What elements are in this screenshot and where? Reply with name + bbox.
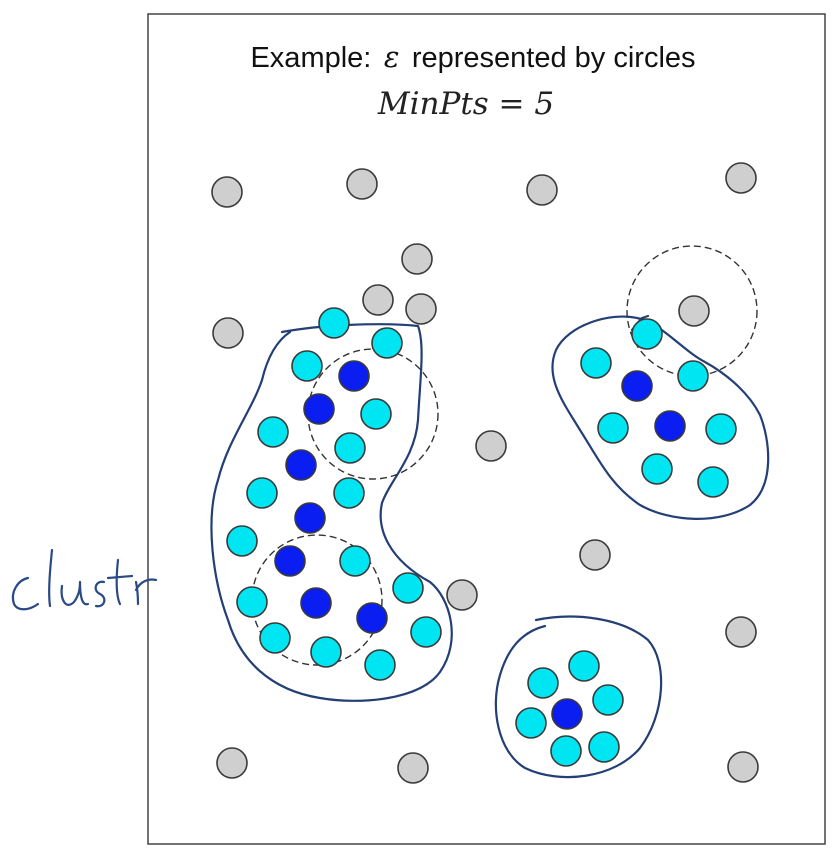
noise-point: [579, 539, 611, 571]
border-point: [677, 360, 709, 392]
core-point: [356, 602, 388, 634]
core-point: [551, 698, 583, 730]
border-point: [334, 432, 366, 464]
border-point: [246, 477, 278, 509]
border-point: [236, 586, 268, 618]
border-point: [568, 650, 600, 682]
core-point: [303, 393, 335, 425]
border-point: [339, 545, 371, 577]
border-point: [364, 649, 396, 681]
noise-point: [725, 616, 757, 648]
border-point: [527, 667, 559, 699]
core-point: [338, 360, 370, 392]
handwritten-cluster-note: cluster: [0, 0, 158, 611]
border-point: [392, 572, 424, 604]
figure-title: Example: ε represented by circles: [250, 40, 695, 74]
cluster-outline-right: [551, 315, 770, 520]
border-point: [641, 453, 673, 485]
noise-points: [211, 162, 759, 784]
border-point: [705, 413, 737, 445]
noise-point: [362, 284, 394, 316]
core-point: [294, 502, 326, 534]
noise-point: [405, 293, 437, 325]
noise-point: [727, 751, 759, 783]
border-point: [333, 477, 365, 509]
border-point: [310, 636, 342, 668]
core-point: [300, 587, 332, 619]
noise-point: [211, 176, 243, 208]
border-point: [580, 347, 612, 379]
epsilon-symbol: ε: [384, 40, 400, 74]
border-point: [515, 707, 547, 739]
noise-point: [475, 430, 507, 462]
noise-point: [401, 243, 433, 275]
noise-point: [526, 174, 558, 206]
title-prefix: Example:: [250, 42, 371, 74]
border-point: [291, 350, 323, 382]
noise-point: [446, 579, 478, 611]
border-point: [588, 731, 620, 763]
core-point: [654, 410, 686, 442]
border-point: [226, 525, 258, 557]
noise-point: [212, 317, 244, 349]
minpts-formula: MinPts = 5: [377, 86, 554, 122]
border-point: [259, 622, 291, 654]
cluster-outline-bottom: [494, 615, 663, 779]
border-point: [371, 327, 403, 359]
noise-point: [725, 162, 757, 194]
border-point: [257, 416, 289, 448]
noise-point: [216, 747, 248, 779]
cluster-outline-left: [210, 323, 453, 702]
core-point: [621, 370, 653, 402]
border-point: [318, 307, 350, 339]
noise-point: [678, 295, 710, 327]
core-point: [274, 545, 306, 577]
border-point: [550, 735, 582, 767]
border-point: [360, 398, 392, 430]
core-points: [274, 360, 686, 730]
border-point: [631, 318, 663, 350]
border-point: [592, 684, 624, 716]
border-point: [697, 466, 729, 498]
noise-point: [397, 752, 429, 784]
noise-point: [346, 168, 378, 200]
border-points: [226, 307, 737, 767]
core-point: [285, 449, 317, 481]
border-point: [410, 616, 442, 648]
border-point: [597, 412, 629, 444]
title-suffix: represented by circles: [412, 42, 696, 74]
handwritten-note-text: cluster: [0, 0, 4, 1]
cluster-outlines: [210, 314, 770, 779]
